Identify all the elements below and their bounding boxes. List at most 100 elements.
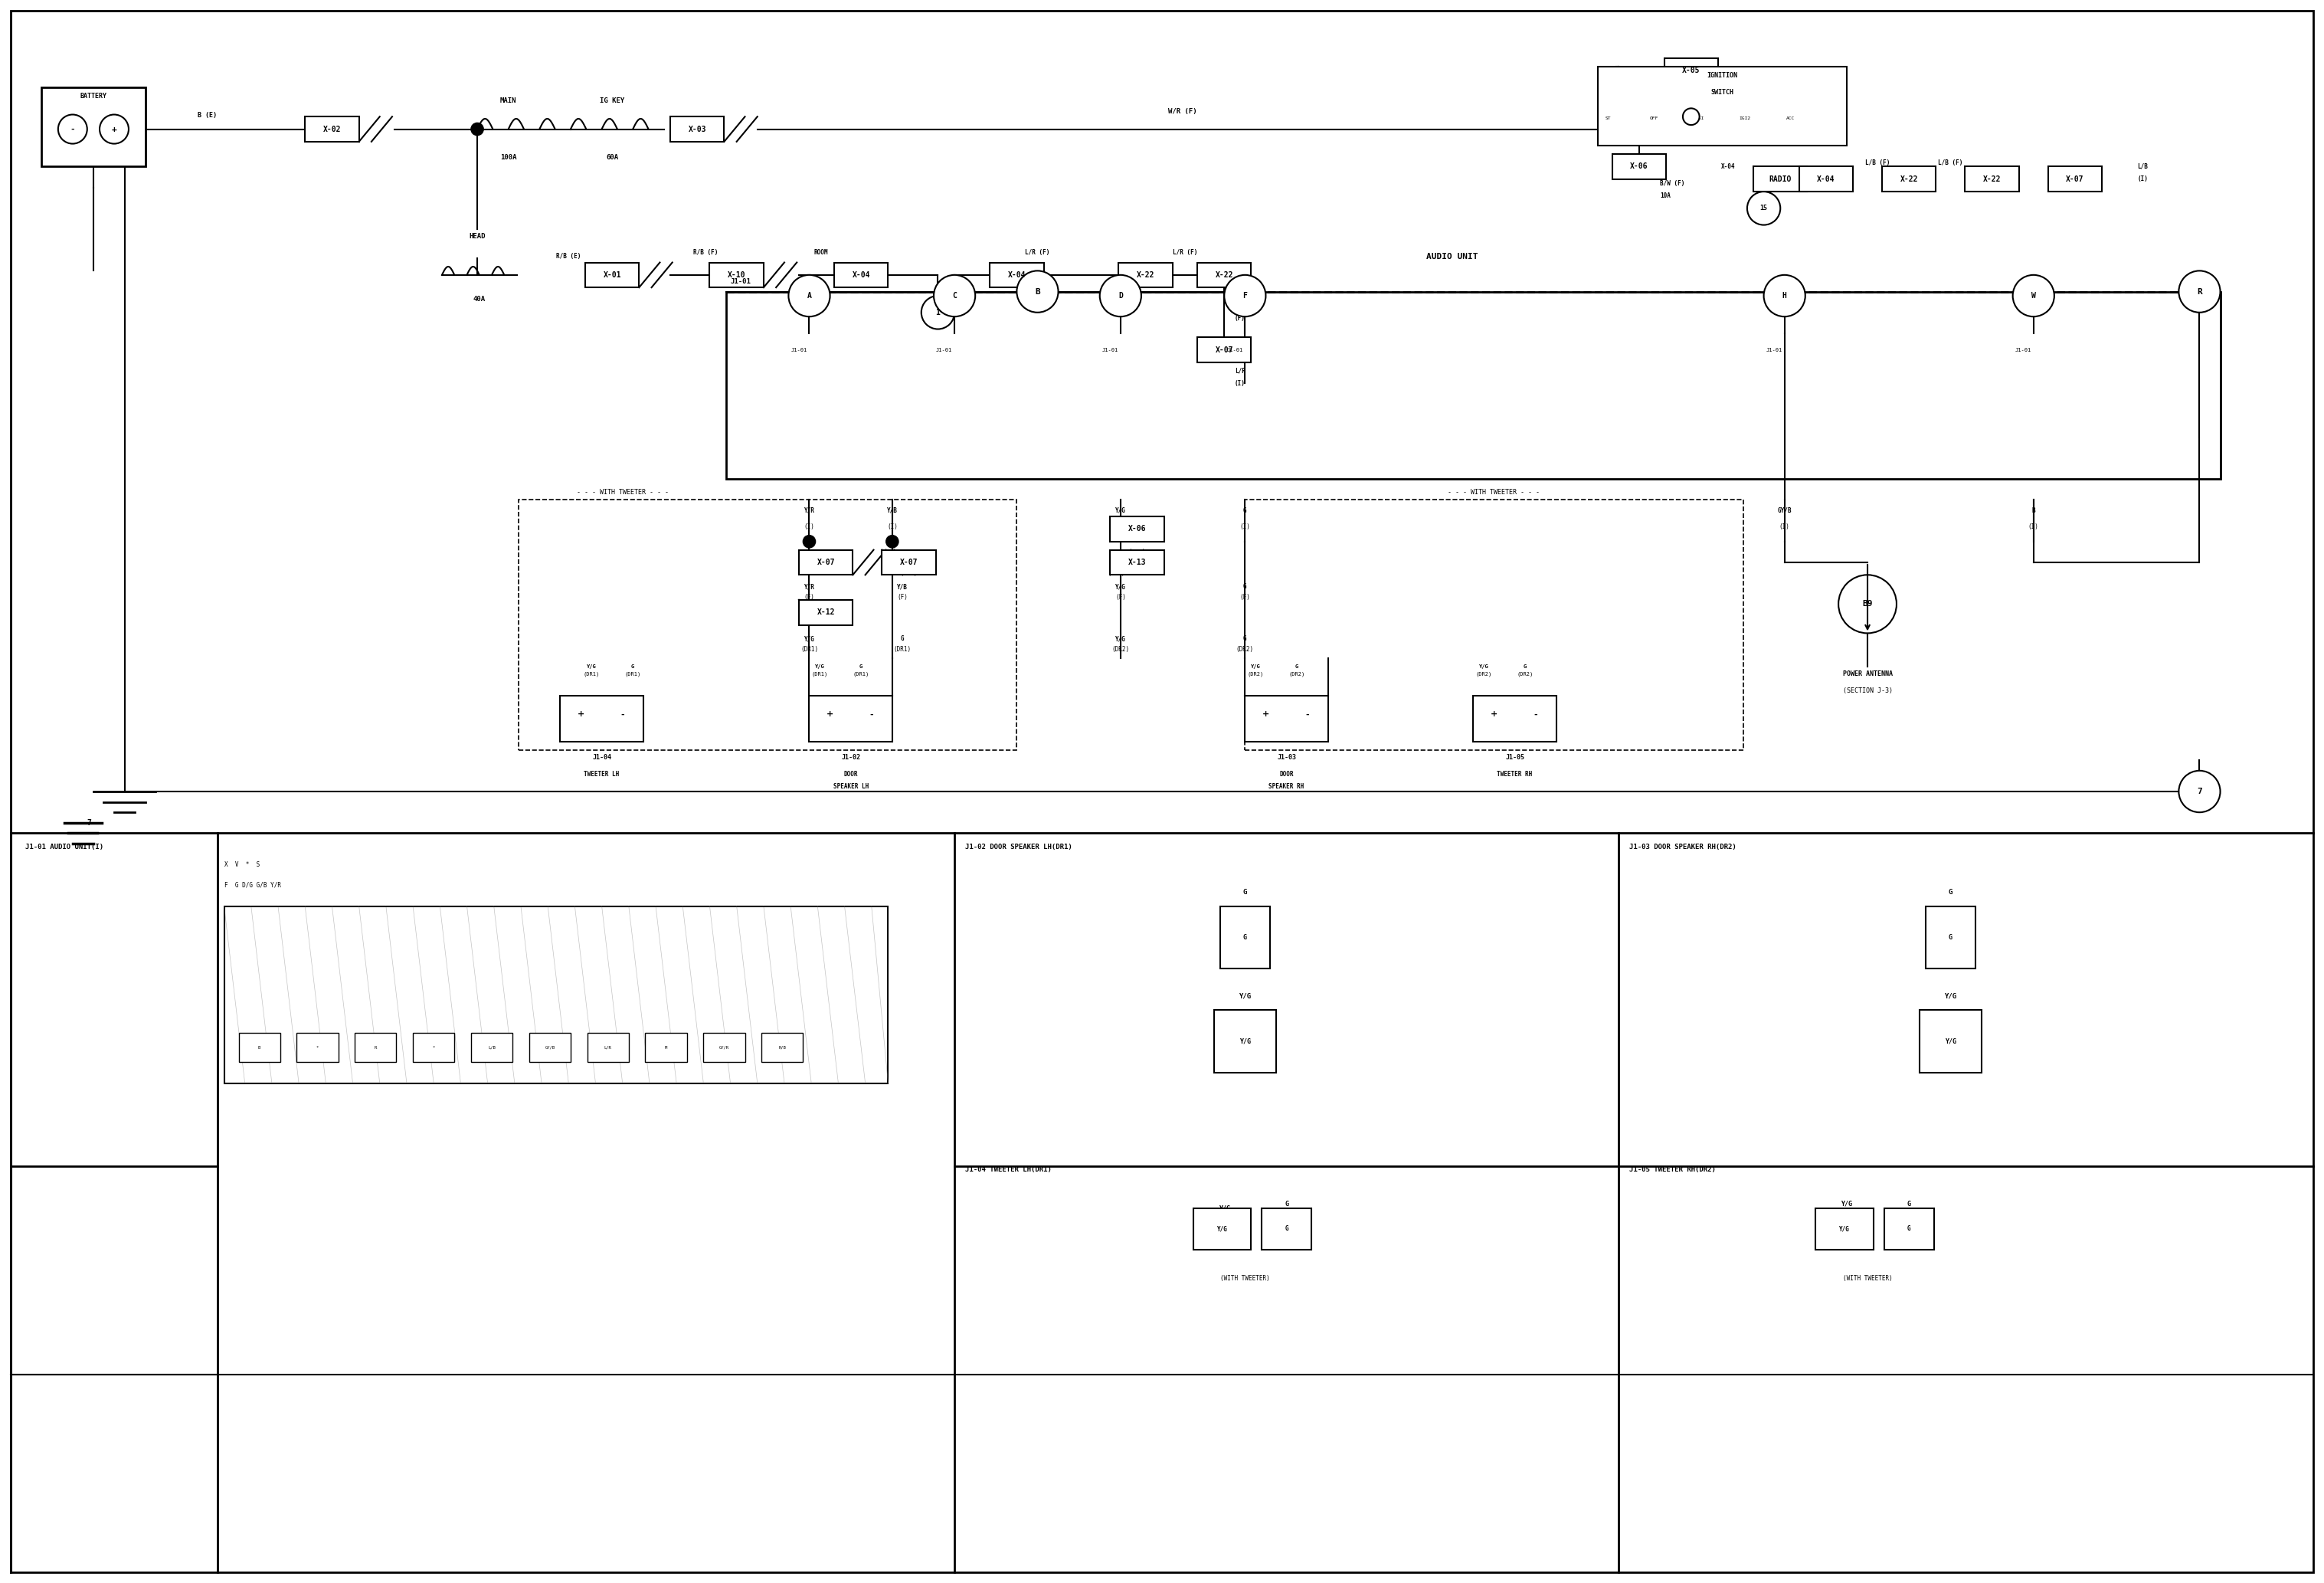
Bar (1927, 905, 1975, 969)
Text: L/R (F): L/R (F) (1025, 249, 1050, 256)
Bar (1597, 66, 1848, 146)
Text: M: M (665, 1046, 667, 1050)
Text: SPEAKER RH: SPEAKER RH (1269, 784, 1304, 790)
Text: IGI: IGI (1694, 117, 1703, 120)
Text: R/B (F): R/B (F) (693, 249, 718, 256)
Text: Y/G: Y/G (804, 635, 816, 643)
Bar (414, 1034, 456, 1062)
Text: HEAD: HEAD (469, 233, 486, 241)
Text: Y/B: Y/B (888, 507, 897, 514)
Text: Y/G: Y/G (1116, 507, 1125, 514)
Text: X-04: X-04 (1817, 176, 1836, 184)
Text: X  V  *  S: X V * S (223, 861, 260, 867)
Text: X-04: X-04 (853, 271, 869, 279)
Bar (834, 263, 888, 288)
Text: (I): (I) (2138, 176, 2147, 182)
Text: (DR1): (DR1) (583, 671, 600, 678)
Text: L/B (F): L/B (F) (1866, 160, 1889, 166)
Bar (1246, 500, 1743, 750)
Text: L/R: L/R (1234, 367, 1246, 374)
Circle shape (100, 114, 128, 144)
Text: Y/G: Y/G (1841, 1200, 1852, 1208)
Bar (669, 117, 725, 141)
Text: G: G (632, 663, 634, 668)
Bar (762, 1034, 804, 1062)
Text: B: B (1034, 288, 1041, 296)
Bar (1966, 166, 2020, 192)
Text: *: * (432, 1046, 435, 1050)
Text: Y/G: Y/G (1218, 1225, 1227, 1232)
Bar (530, 1034, 572, 1062)
Text: H: H (1783, 291, 1787, 299)
Text: J1-01: J1-01 (937, 348, 953, 353)
Bar (809, 695, 892, 741)
Text: +: + (112, 125, 116, 133)
Text: J1-03: J1-03 (1276, 754, 1297, 761)
Text: IG KEY: IG KEY (600, 97, 625, 104)
Text: GY/R: GY/R (718, 1046, 730, 1050)
Circle shape (885, 535, 899, 548)
Text: (DR1): (DR1) (625, 671, 641, 678)
Text: L/R: L/R (604, 1046, 611, 1050)
Text: G: G (1948, 888, 1952, 896)
Circle shape (2178, 771, 2219, 812)
Text: 60A: 60A (607, 154, 618, 161)
Text: X-01: X-01 (604, 271, 621, 279)
Text: (I): (I) (2029, 524, 2038, 530)
Bar (2047, 166, 2101, 192)
Text: (F): (F) (804, 594, 816, 600)
Text: B: B (2031, 507, 2036, 514)
Bar (725, 291, 2219, 480)
Text: G: G (1243, 934, 1248, 940)
Text: - - - WITH TWEETER - - -: - - - WITH TWEETER - - - (1448, 489, 1541, 495)
Circle shape (1748, 192, 1780, 225)
Circle shape (2013, 275, 2054, 317)
Bar (223, 905, 888, 1083)
Circle shape (1683, 108, 1699, 125)
Circle shape (804, 535, 816, 548)
Text: (I): (I) (888, 524, 897, 530)
Text: X-03: X-03 (688, 125, 706, 133)
Bar (588, 1034, 630, 1062)
Bar (1752, 166, 1808, 192)
Text: POWER ANTENNA: POWER ANTENNA (1843, 671, 1892, 678)
Circle shape (920, 296, 955, 329)
Text: Y/G: Y/G (1116, 583, 1125, 590)
Bar (1262, 1208, 1311, 1249)
Bar (586, 263, 639, 288)
Text: G: G (1908, 1200, 1910, 1208)
Text: J1-05 TWEETER RH(DR2): J1-05 TWEETER RH(DR2) (1629, 1167, 1715, 1173)
Text: J1-03 DOOR SPEAKER RH(DR2): J1-03 DOOR SPEAKER RH(DR2) (1629, 844, 1736, 850)
Text: G: G (1285, 1200, 1287, 1208)
Text: -: - (1306, 711, 1308, 719)
Bar (1473, 695, 1557, 741)
Text: (SECTION J-3): (SECTION J-3) (1843, 687, 1892, 695)
Circle shape (1016, 271, 1057, 312)
Text: -: - (70, 125, 74, 133)
Text: G: G (1243, 635, 1246, 643)
Text: AUDIO UNIT: AUDIO UNIT (1427, 253, 1478, 260)
Bar (1220, 905, 1269, 969)
Bar (990, 263, 1043, 288)
Bar (704, 1034, 746, 1062)
Text: SPEAKER LH: SPEAKER LH (832, 784, 869, 790)
Text: A: A (806, 291, 811, 299)
Text: +: + (827, 711, 834, 719)
Circle shape (1764, 275, 1806, 317)
Text: (DR2): (DR2) (1518, 671, 1534, 678)
Bar (356, 1034, 397, 1062)
Text: (I): (I) (1234, 380, 1246, 386)
Bar (1111, 549, 1164, 575)
Text: J1-02: J1-02 (841, 754, 860, 761)
Text: IGNITION: IGNITION (1706, 73, 1738, 79)
Text: 7: 7 (88, 818, 91, 826)
Text: SWITCH: SWITCH (1710, 89, 1734, 97)
Bar (297, 1034, 339, 1062)
Text: X-22: X-22 (1136, 271, 1155, 279)
Text: J1-01 AUDIO UNIT(I): J1-01 AUDIO UNIT(I) (26, 844, 102, 850)
Text: Y/G: Y/G (1478, 663, 1487, 668)
Text: W: W (2031, 291, 2036, 299)
Circle shape (1099, 275, 1141, 317)
Text: J1-04 TWEETER LH(DR1): J1-04 TWEETER LH(DR1) (964, 1167, 1050, 1173)
Text: X-05: X-05 (1683, 66, 1701, 74)
